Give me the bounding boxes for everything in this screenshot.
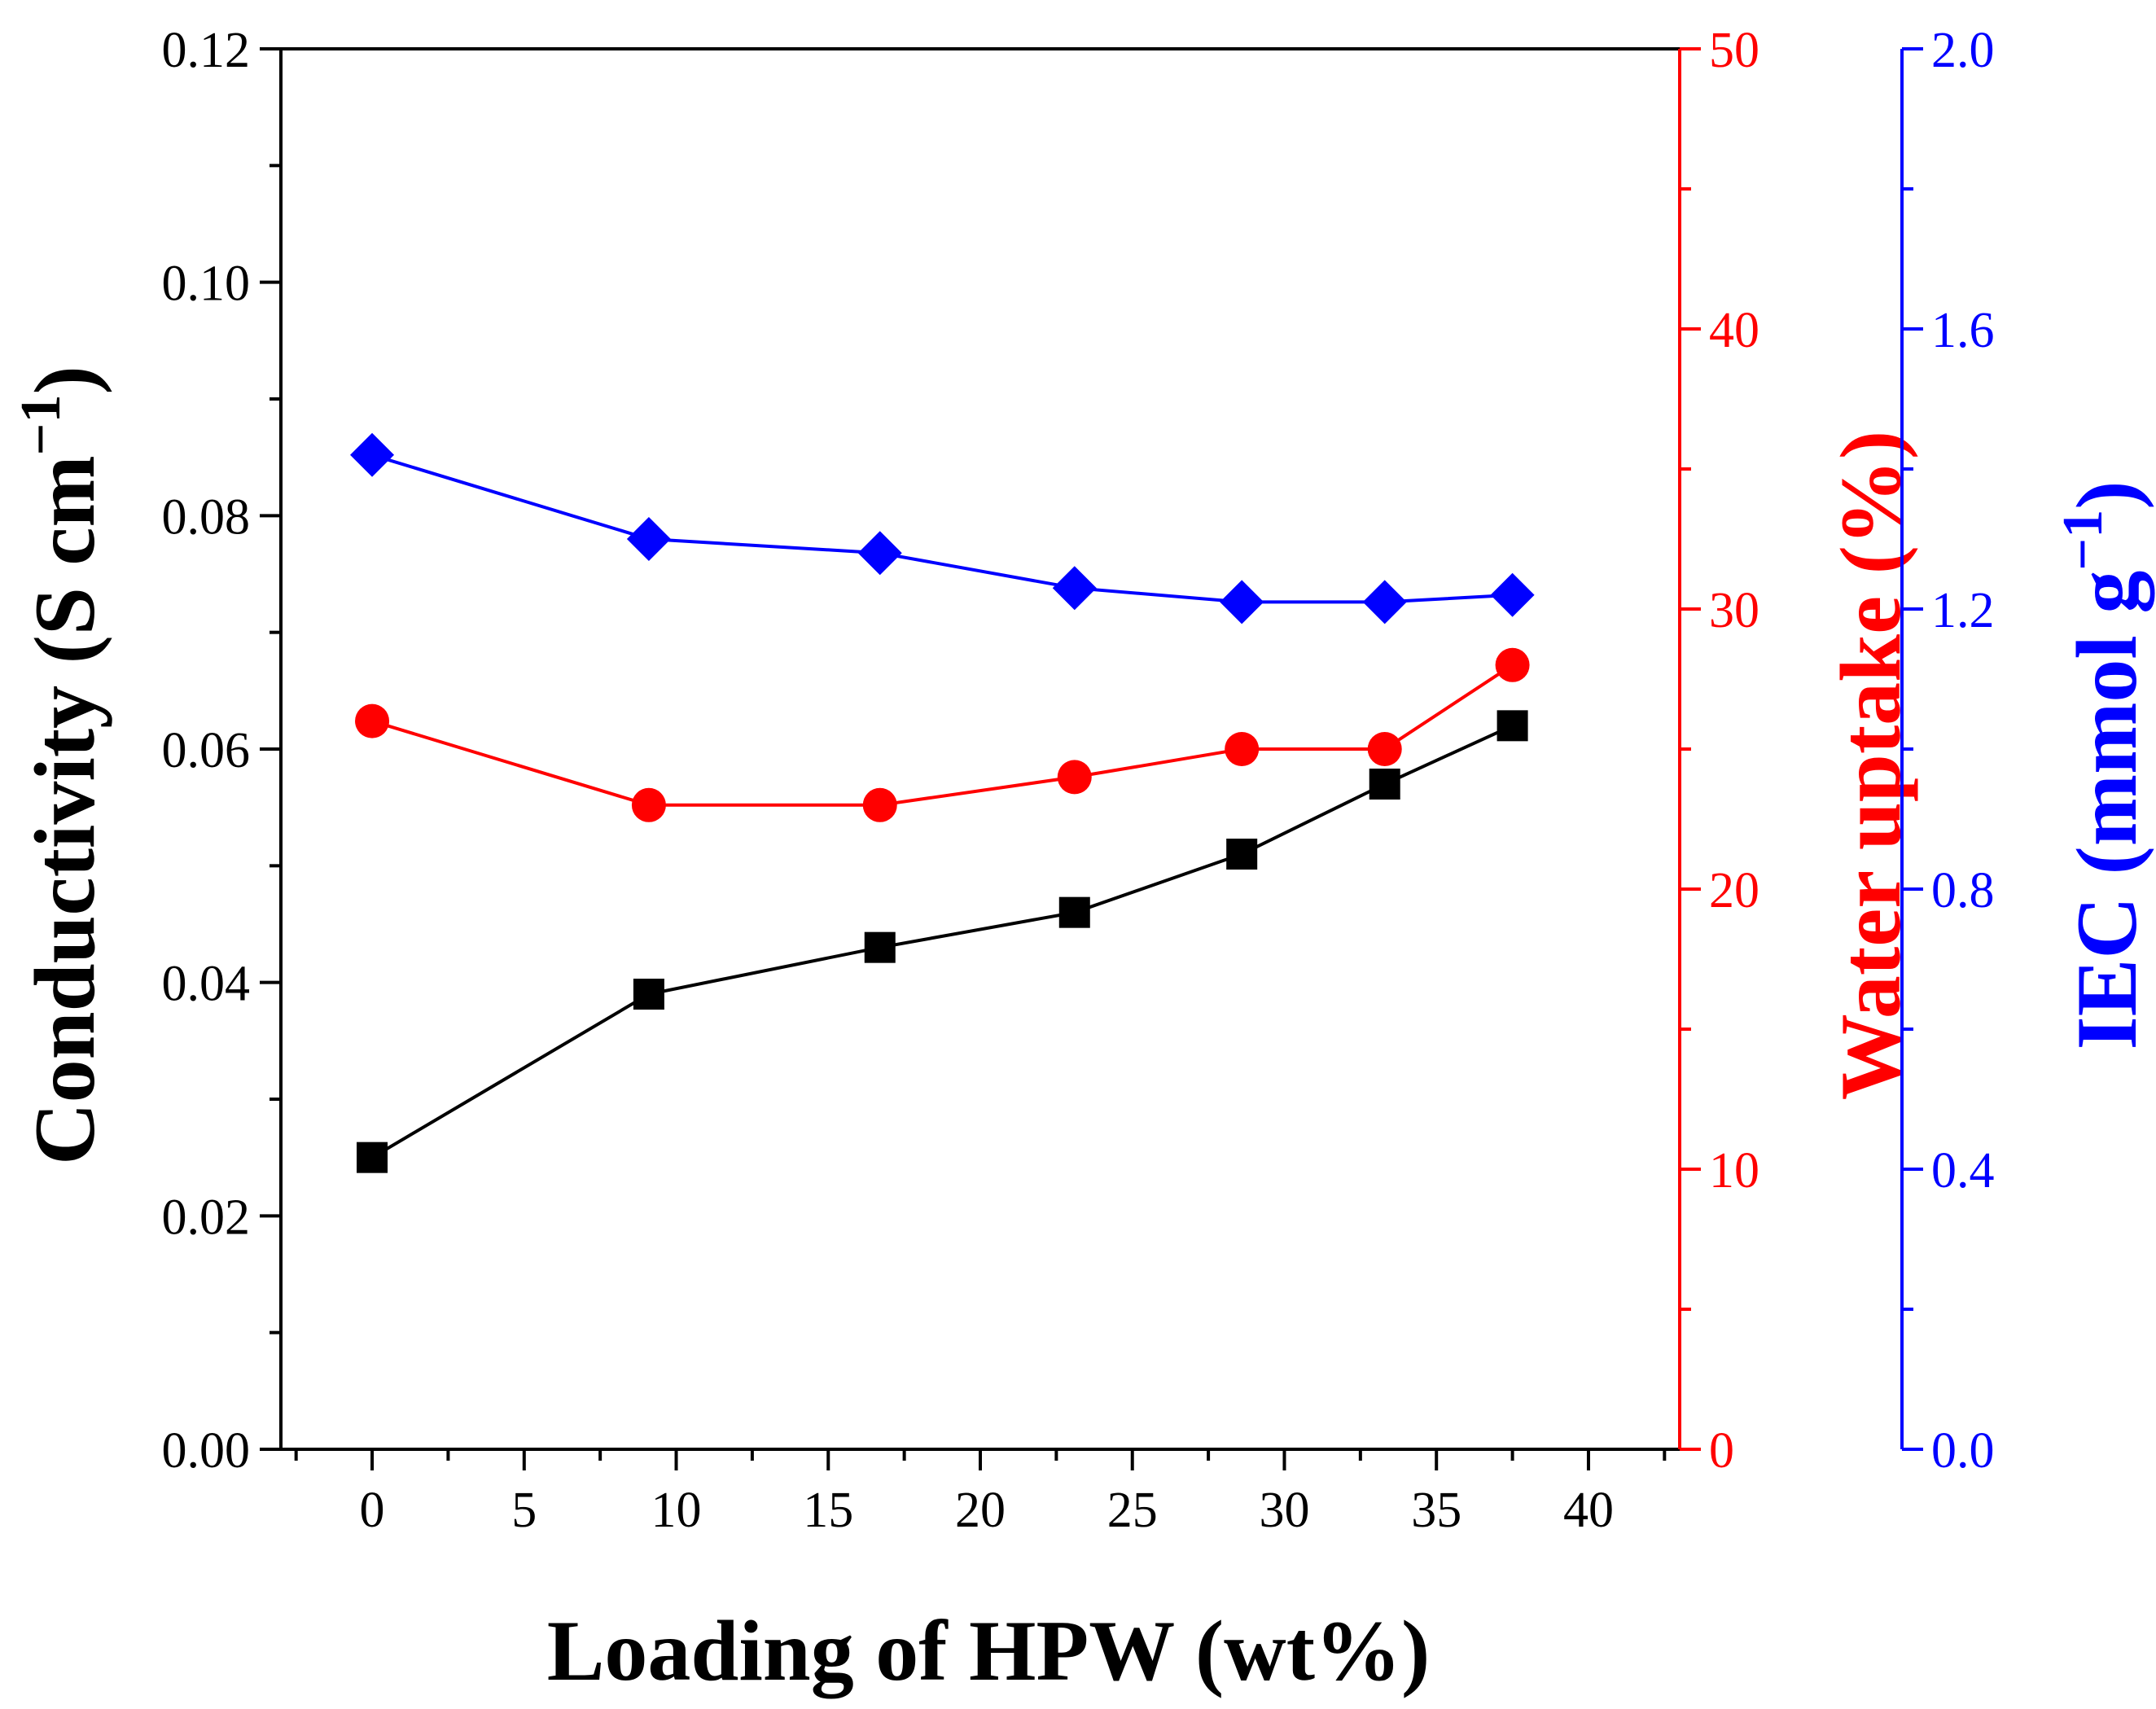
left-y-tick-label: 0.00 bbox=[162, 1423, 251, 1479]
conductivity-point bbox=[633, 979, 664, 1010]
iec-point bbox=[857, 531, 902, 576]
iec-point bbox=[1490, 572, 1535, 617]
conductivity-point bbox=[1496, 710, 1528, 742]
iec-tick-label: 1.6 bbox=[1931, 303, 1995, 358]
water-uptake-tick-label: 40 bbox=[1709, 303, 1759, 358]
conductivity-series-line bbox=[371, 724, 1514, 1159]
iec-tick-label: 2.0 bbox=[1931, 23, 1995, 78]
y-axis-label-iec-main: IEC (mmol g bbox=[2059, 571, 2154, 1050]
conductivity-point bbox=[1369, 769, 1400, 800]
water-uptake-point bbox=[1057, 760, 1092, 795]
y-axis-label-left: Conductivity (S cm−1) bbox=[10, 366, 112, 1165]
conductivity-point bbox=[1226, 839, 1258, 870]
conductivity-point bbox=[357, 1142, 388, 1173]
left-y-tick-label: 0.12 bbox=[162, 23, 251, 78]
conductivity-point bbox=[864, 931, 896, 963]
water-uptake-tick-label: 0 bbox=[1709, 1423, 1734, 1479]
iec-tick-label: 1.2 bbox=[1931, 583, 1995, 638]
water-uptake-point bbox=[355, 703, 390, 738]
water-uptake-tick-label: 20 bbox=[1709, 863, 1759, 918]
y-axis-label-iec-sup: −1 bbox=[2052, 510, 2114, 571]
x-tick-label: 30 bbox=[1259, 1483, 1309, 1538]
y-axis-label-left-main: Conductivity (S cm bbox=[17, 455, 112, 1165]
x-axis-label: Loading of HPW (wt%) bbox=[547, 1603, 1431, 1698]
left-y-tick-label: 0.02 bbox=[162, 1190, 251, 1245]
iec-tick-label: 0.0 bbox=[1931, 1423, 1995, 1479]
iec-series-line bbox=[371, 453, 1513, 604]
water-uptake-tick-label: 50 bbox=[1709, 23, 1759, 78]
x-tick-label: 20 bbox=[955, 1483, 1006, 1538]
plot-layer: 0 5 10 15 20 25 30 35 400.000.020.040.060.080.10… bbox=[162, 23, 1995, 1538]
water-uptake-point bbox=[1367, 732, 1402, 766]
y-axis-label-water-uptake: Water uptake (%) bbox=[1823, 431, 1918, 1100]
y-axis-label-left-sup: −1 bbox=[10, 394, 72, 455]
x-tick-label: 40 bbox=[1563, 1483, 1614, 1538]
iec-point bbox=[1220, 580, 1264, 624]
x-tick-label: 35 bbox=[1411, 1483, 1461, 1538]
water-uptake-point bbox=[1495, 647, 1530, 682]
x-tick-label: 10 bbox=[651, 1483, 702, 1538]
iec-point bbox=[626, 517, 671, 561]
left-y-tick-label: 0.06 bbox=[162, 723, 251, 778]
iec-point bbox=[1052, 566, 1097, 611]
x-tick-label: 25 bbox=[1107, 1483, 1158, 1538]
iec-point bbox=[1362, 580, 1407, 624]
left-y-tick-label: 0.08 bbox=[162, 489, 251, 545]
left-y-tick-label: 0.04 bbox=[162, 957, 251, 1012]
x-tick-label: 0 bbox=[360, 1483, 385, 1538]
left-y-tick-label: 0.10 bbox=[162, 256, 251, 312]
water-uptake-point bbox=[862, 787, 897, 822]
iec-point bbox=[350, 432, 395, 477]
y-axis-label-iec: IEC (mmol g−1) bbox=[2052, 480, 2154, 1050]
y-axis-label-left-close: ) bbox=[17, 366, 112, 394]
water-uptake-tick-label: 30 bbox=[1709, 583, 1759, 638]
water-uptake-series-line bbox=[371, 664, 1514, 807]
x-tick-label: 5 bbox=[511, 1483, 537, 1538]
water-uptake-tick-label: 10 bbox=[1709, 1143, 1759, 1198]
water-uptake-point bbox=[631, 787, 666, 822]
conductivity-point bbox=[1058, 896, 1090, 928]
x-tick-label: 15 bbox=[803, 1483, 853, 1538]
iec-tick-label: 0.8 bbox=[1931, 863, 1995, 918]
iec-tick-label: 0.4 bbox=[1931, 1143, 1995, 1198]
y-axis-label-iec-close: ) bbox=[2059, 480, 2154, 509]
water-uptake-point bbox=[1225, 732, 1260, 766]
